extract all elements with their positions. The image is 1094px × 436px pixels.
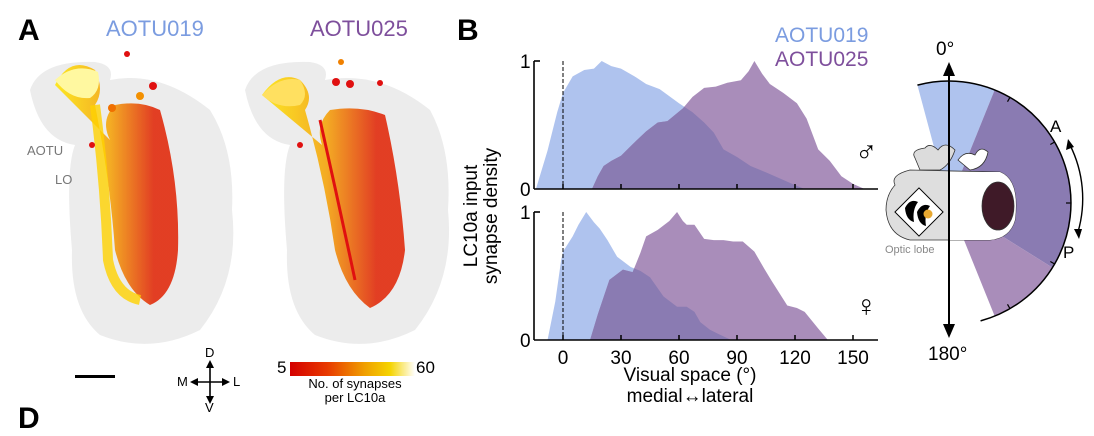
arc-tick — [1050, 141, 1055, 146]
compass-ventral: V — [205, 400, 214, 415]
visual-field-wedges — [917, 80, 1072, 322]
compass-medial: M — [177, 374, 188, 389]
compass-lateral: L — [233, 374, 241, 389]
x-axis-label-line1: Visual space (°) — [623, 365, 757, 386]
compass-arrows-icon — [190, 360, 230, 404]
x-tick-label: 90 — [726, 348, 747, 369]
visual-field-diagram: Optic lobe 0° 180° A P — [885, 39, 1084, 365]
x-tick-label: 60 — [668, 348, 689, 369]
y-tick-label: 0 — [520, 331, 531, 352]
scale-bar — [75, 375, 115, 378]
legend-aotu019: AOTU019 — [775, 24, 869, 47]
aotu019-title: AOTU019 — [106, 16, 204, 41]
y-tick-label: 1 — [520, 203, 531, 224]
x-tick-label: 120 — [779, 348, 811, 369]
arc-tick — [1006, 97, 1011, 102]
arc-tick — [1006, 304, 1011, 309]
angle-0-label: 0° — [936, 39, 954, 60]
female-symbol: ♀ — [855, 290, 878, 323]
panel-b-label: B — [457, 14, 479, 47]
x-axis-label-line2: medial↔lateral — [626, 386, 754, 407]
arrowhead-p-icon — [1074, 229, 1082, 239]
wedge-aotu019 — [917, 81, 995, 203]
arrow-up-icon — [943, 62, 955, 76]
x-tick-label: 0 — [558, 348, 569, 369]
neuron-morphology-images — [30, 51, 450, 344]
lo-region-label: LO — [55, 172, 73, 187]
synapse-colorbar — [290, 362, 415, 376]
fly-head-icon — [894, 187, 944, 237]
aotu-region-label: AOTU — [27, 143, 64, 158]
posterior-label: P — [1063, 243, 1074, 262]
visual-field-arc — [917, 80, 1072, 322]
anterior-posterior-arrow — [1069, 144, 1084, 233]
x-tick-label: 150 — [837, 348, 869, 369]
anterior-label: A — [1050, 117, 1062, 136]
colorbar-label: No. of synapses per LC10a — [270, 377, 440, 405]
arrow-down-icon — [943, 324, 955, 338]
colorbar-label-line1: No. of synapses — [308, 376, 402, 391]
wedge-overlap — [949, 89, 1071, 268]
x-axis-label: Visual space (°) medial↔lateral — [560, 365, 820, 407]
neuron-aotu019 — [55, 51, 179, 305]
colorbar-label-line2: per LC10a — [324, 390, 386, 405]
aotu025-title: AOTU025 — [310, 16, 408, 41]
arc-tick — [1050, 260, 1055, 265]
neuron-aotu025 — [262, 59, 405, 308]
y-tick-label: 1 — [520, 52, 531, 73]
legend-aotu025: AOTU025 — [775, 48, 869, 71]
orientation-compass: D V M L — [177, 345, 241, 415]
compass-dorsal: D — [205, 345, 215, 360]
optic-lobe-label: Optic lobe — [885, 244, 935, 256]
x-tick-label: 30 — [610, 348, 631, 369]
colorbar-max: 60 — [416, 358, 435, 377]
angle-180-label: 180° — [928, 344, 967, 365]
panel-a-label: A — [18, 14, 40, 47]
optic-lobe-illustration — [885, 144, 1017, 241]
colorbar-min: 5 — [277, 358, 287, 377]
arrowhead-a-icon — [1066, 139, 1074, 150]
y-tick-label: 0 — [520, 180, 531, 201]
male-symbol: ♂ — [855, 136, 878, 169]
